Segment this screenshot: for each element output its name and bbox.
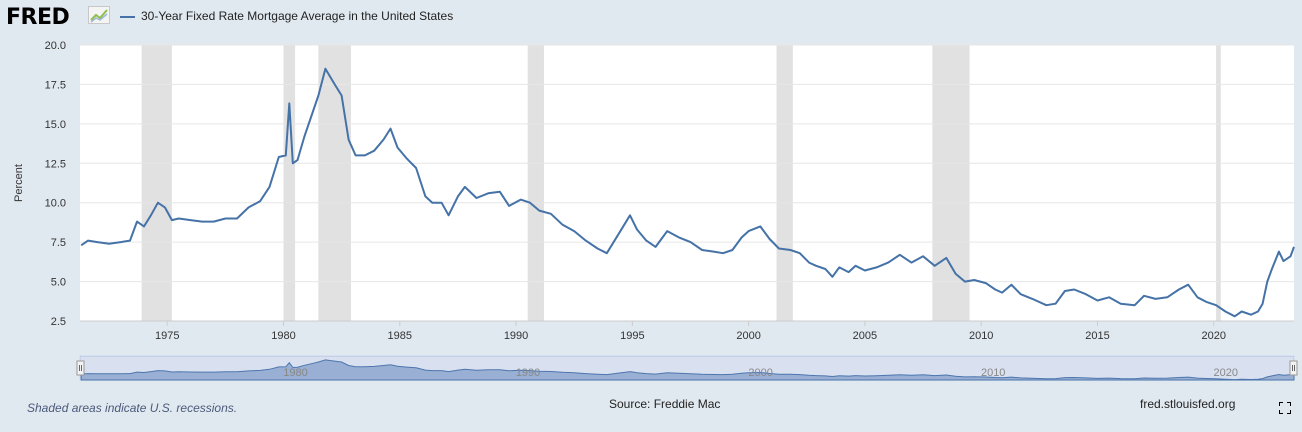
x-tick-label: 1975 — [155, 330, 179, 342]
y-tick-label: 17.5 — [45, 79, 66, 91]
recession-band — [318, 45, 351, 321]
recession-band — [1216, 45, 1221, 321]
navigator-handle[interactable] — [1289, 360, 1298, 376]
legend-swatch — [120, 15, 135, 18]
navigator-tick-label: 1980 — [283, 367, 307, 379]
navigator-handle[interactable] — [76, 360, 85, 376]
series-line — [80, 67, 1295, 318]
fred-logo[interactable]: FRED — [6, 5, 70, 30]
y-tick-label: 10.0 — [45, 198, 66, 210]
navigator-selection — [80, 356, 1294, 380]
y-axis-label: Percent — [13, 164, 25, 202]
x-tick-label: 1980 — [271, 330, 295, 342]
y-tick-label: 12.5 — [45, 158, 66, 170]
y-tick-label: 5.0 — [51, 277, 66, 289]
recession-band — [141, 45, 172, 321]
navigator-series — [80, 359, 1295, 381]
y-tick-label: 7.5 — [51, 237, 66, 249]
recession-band — [932, 45, 970, 321]
x-tick-label: 1995 — [620, 330, 644, 342]
recession-band — [527, 45, 544, 321]
navigator-tick-label: 2010 — [981, 367, 1005, 379]
navigator-tick-label: 2000 — [748, 367, 772, 379]
fred-chart-icon — [88, 6, 110, 24]
legend-label: 30-Year Fixed Rate Mortgage Average in t… — [141, 9, 454, 23]
y-tick-label: 2.5 — [51, 316, 66, 328]
x-tick-label: 1990 — [504, 330, 528, 342]
recession-band — [283, 45, 296, 321]
source-label: Source: Freddie Mac — [609, 397, 721, 411]
y-tick-label: 20.0 — [45, 40, 66, 52]
recession-band — [776, 45, 793, 321]
x-tick-label: 1985 — [388, 330, 412, 342]
x-tick-label: 2020 — [1202, 330, 1226, 342]
recession-note: Shaded areas indicate U.S. recessions. — [27, 401, 238, 415]
x-tick-label: 2000 — [736, 330, 760, 342]
navigator-tick-label: 2020 — [1214, 367, 1238, 379]
fullscreen-icon[interactable] — [1279, 402, 1291, 414]
y-tick-label: 15.0 — [45, 119, 66, 131]
x-tick-label: 2005 — [853, 330, 877, 342]
site-link[interactable]: fred.stlouisfed.org — [1140, 397, 1236, 411]
x-tick-label: 2015 — [1085, 330, 1109, 342]
plot-area — [80, 45, 1294, 321]
x-tick-label: 2010 — [969, 330, 993, 342]
navigator-tick-label: 1990 — [516, 367, 540, 379]
chart-legend: 30-Year Fixed Rate Mortgage Average in t… — [120, 9, 453, 23]
